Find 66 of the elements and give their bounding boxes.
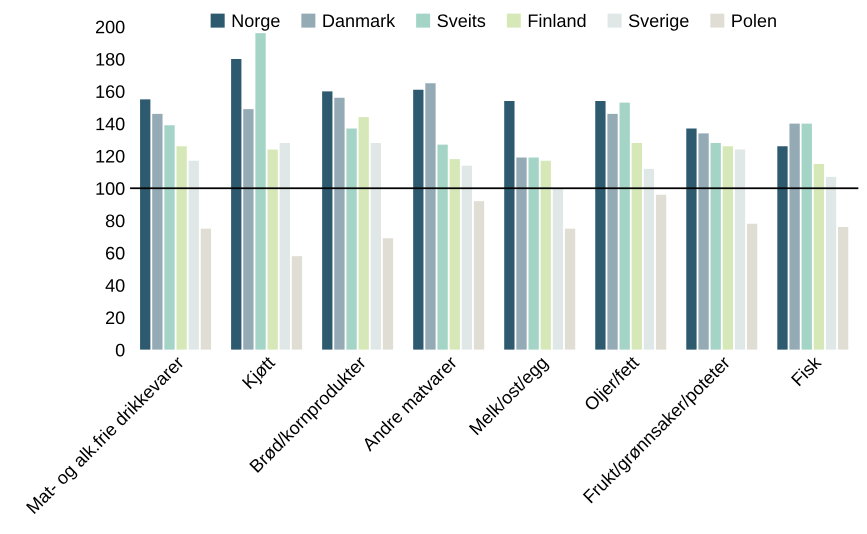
y-tick-label: 120 (96, 150, 124, 163)
legend-label: Norge (232, 14, 280, 31)
bar (450, 159, 460, 350)
bar (292, 256, 302, 350)
bar (802, 124, 812, 350)
bar (656, 194, 666, 350)
bar (437, 144, 448, 350)
bar (632, 143, 642, 350)
bar (644, 168, 654, 350)
bar (620, 102, 630, 350)
bar (814, 164, 824, 350)
bar (231, 59, 242, 350)
bar (425, 83, 436, 350)
bar (413, 90, 424, 350)
y-tick-label: 100 (96, 182, 124, 195)
bar (564, 228, 576, 350)
y-tick-label: 80 (106, 214, 124, 228)
bar (382, 238, 394, 350)
legend-label: Sveits (437, 14, 486, 28)
x-tick-label: Fisk (790, 354, 822, 386)
y-tick-label: 140 (96, 118, 124, 130)
bar (777, 146, 788, 350)
bar (595, 101, 606, 350)
bar (462, 166, 472, 350)
bar (504, 101, 515, 350)
bar (370, 143, 382, 350)
y-tick-label: 40 (106, 279, 124, 292)
bar (516, 158, 527, 350)
bar (140, 99, 150, 350)
bar (358, 117, 369, 350)
bar (710, 143, 721, 350)
bar (540, 160, 551, 350)
bar (268, 149, 278, 350)
bar (734, 149, 746, 350)
bar (722, 146, 734, 350)
legend-label: Danmark (323, 14, 396, 28)
bar (152, 114, 163, 350)
bar (176, 146, 187, 350)
bar (686, 128, 697, 350)
bar (188, 160, 199, 350)
y-tick-label: 20 (106, 311, 124, 324)
bar (826, 176, 836, 350)
bar (243, 109, 254, 350)
bar (280, 143, 290, 350)
bar (838, 227, 848, 350)
bar (698, 133, 709, 350)
y-tick-label: 200 (96, 20, 124, 34)
bar (164, 125, 175, 350)
y-tick-label: 0 (116, 344, 124, 356)
bar (334, 98, 345, 350)
y-tick-label: 160 (96, 85, 124, 98)
bar (474, 201, 484, 350)
legend-label: Finland (528, 14, 586, 28)
legend-label: Polen (732, 14, 776, 28)
bar (552, 188, 564, 350)
bar (322, 91, 332, 350)
bar (346, 128, 357, 350)
y-tick-label: 60 (106, 246, 124, 260)
bar (746, 224, 758, 350)
legend-label: Sverige (628, 14, 689, 31)
bar (789, 124, 800, 350)
bar (607, 114, 618, 350)
y-tick-label: 180 (96, 52, 124, 66)
bar (200, 228, 212, 350)
bar (255, 33, 266, 350)
bar (528, 158, 539, 350)
